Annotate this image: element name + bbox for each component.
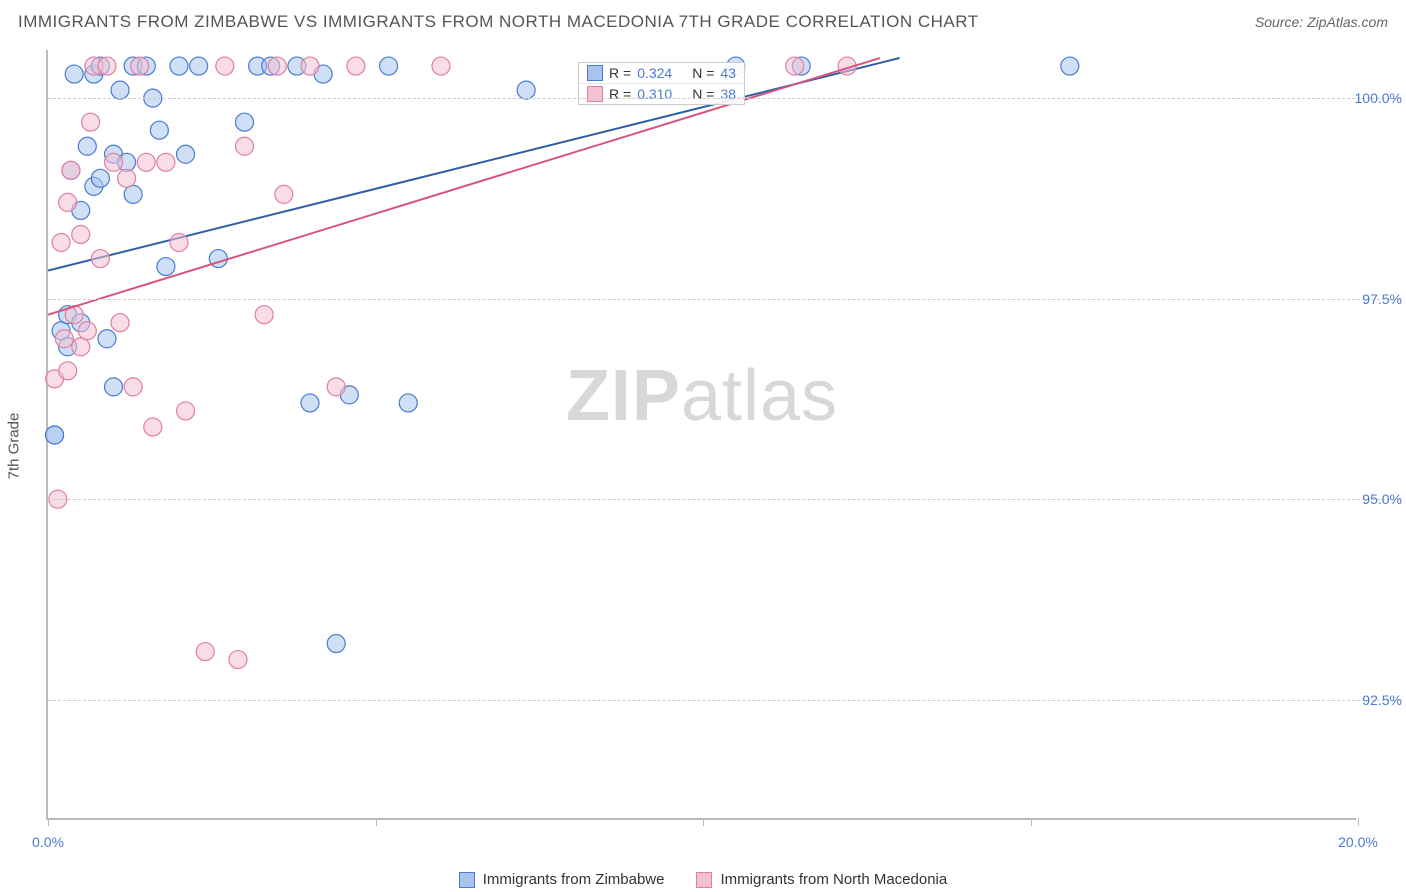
- data-point: [216, 57, 234, 75]
- x-tick-label: 0.0%: [32, 834, 64, 850]
- data-point: [170, 57, 188, 75]
- data-point: [157, 153, 175, 171]
- data-point: [327, 378, 345, 396]
- data-point: [229, 651, 247, 669]
- series-legend: Immigrants from Zimbabwe Immigrants from…: [0, 871, 1406, 888]
- data-point: [78, 137, 96, 155]
- source-attribution: Source: ZipAtlas.com: [1255, 14, 1388, 30]
- data-point: [55, 330, 73, 348]
- data-point: [111, 314, 129, 332]
- source-label: Source:: [1255, 14, 1303, 30]
- chart-header: IMMIGRANTS FROM ZIMBABWE VS IMMIGRANTS F…: [0, 0, 1406, 44]
- data-point: [347, 57, 365, 75]
- stat-n-value: 38: [720, 86, 736, 102]
- data-point: [399, 394, 417, 412]
- scatter-plot-svg: [48, 50, 1356, 818]
- x-tick-label: 20.0%: [1338, 834, 1378, 850]
- data-point: [111, 81, 129, 99]
- data-point: [1061, 57, 1079, 75]
- data-point: [59, 362, 77, 380]
- y-axis-label: 7th Grade: [6, 413, 23, 480]
- legend-swatch-icon: [587, 86, 603, 102]
- data-point: [327, 635, 345, 653]
- legend-swatch-icon: [587, 65, 603, 81]
- data-point: [380, 57, 398, 75]
- source-value: ZipAtlas.com: [1307, 14, 1388, 30]
- data-point: [786, 57, 804, 75]
- data-point: [91, 250, 109, 268]
- data-point: [517, 81, 535, 99]
- chart-title: IMMIGRANTS FROM ZIMBABWE VS IMMIGRANTS F…: [18, 12, 979, 32]
- data-point: [268, 57, 286, 75]
- data-point: [177, 402, 195, 420]
- data-point: [118, 169, 136, 187]
- data-point: [72, 225, 90, 243]
- data-point: [301, 57, 319, 75]
- data-point: [82, 113, 100, 131]
- legend-label: Immigrants from Zimbabwe: [483, 871, 665, 888]
- y-tick-label: 92.5%: [1352, 692, 1402, 708]
- data-point: [236, 113, 254, 131]
- legend-swatch-icon: [696, 872, 712, 888]
- legend-item-zimbabwe: Immigrants from Zimbabwe: [459, 871, 665, 888]
- stat-label: R =: [609, 65, 631, 81]
- data-point: [65, 65, 83, 83]
- data-point: [105, 378, 123, 396]
- legend-stat-row: R = 0.324 N = 43: [579, 63, 744, 84]
- data-point: [98, 57, 116, 75]
- data-point: [275, 185, 293, 203]
- data-point: [196, 643, 214, 661]
- data-point: [62, 161, 80, 179]
- legend-label: Immigrants from North Macedonia: [720, 871, 947, 888]
- data-point: [46, 426, 64, 444]
- data-point: [137, 153, 155, 171]
- legend-swatch-icon: [459, 872, 475, 888]
- data-point: [177, 145, 195, 163]
- data-point: [255, 306, 273, 324]
- stat-label: N =: [692, 86, 714, 102]
- y-tick-label: 100.0%: [1352, 90, 1402, 106]
- data-point: [72, 338, 90, 356]
- data-point: [432, 57, 450, 75]
- data-point: [78, 322, 96, 340]
- stat-r-value: 0.324: [637, 65, 672, 81]
- data-point: [157, 258, 175, 276]
- data-point: [190, 57, 208, 75]
- data-point: [52, 234, 70, 252]
- y-tick-label: 95.0%: [1352, 491, 1402, 507]
- legend-item-macedonia: Immigrants from North Macedonia: [696, 871, 947, 888]
- plot-area: ZIPatlas R =0.324N =43R =0.310N =38 92.5…: [46, 50, 1356, 820]
- data-point: [236, 137, 254, 155]
- stat-r-value: 0.310: [637, 86, 672, 102]
- data-point: [124, 378, 142, 396]
- stat-n-value: 43: [720, 65, 736, 81]
- stat-label: R =: [609, 86, 631, 102]
- data-point: [150, 121, 168, 139]
- data-point: [170, 234, 188, 252]
- legend-stat-row: R = 0.310 N = 38: [579, 84, 744, 104]
- y-tick-label: 97.5%: [1352, 291, 1402, 307]
- data-point: [144, 418, 162, 436]
- data-point: [105, 153, 123, 171]
- data-point: [98, 330, 116, 348]
- data-point: [301, 394, 319, 412]
- data-point: [131, 57, 149, 75]
- stat-label: N =: [692, 65, 714, 81]
- data-point: [124, 185, 142, 203]
- data-point: [59, 193, 77, 211]
- regression-line: [48, 58, 880, 315]
- data-point: [91, 169, 109, 187]
